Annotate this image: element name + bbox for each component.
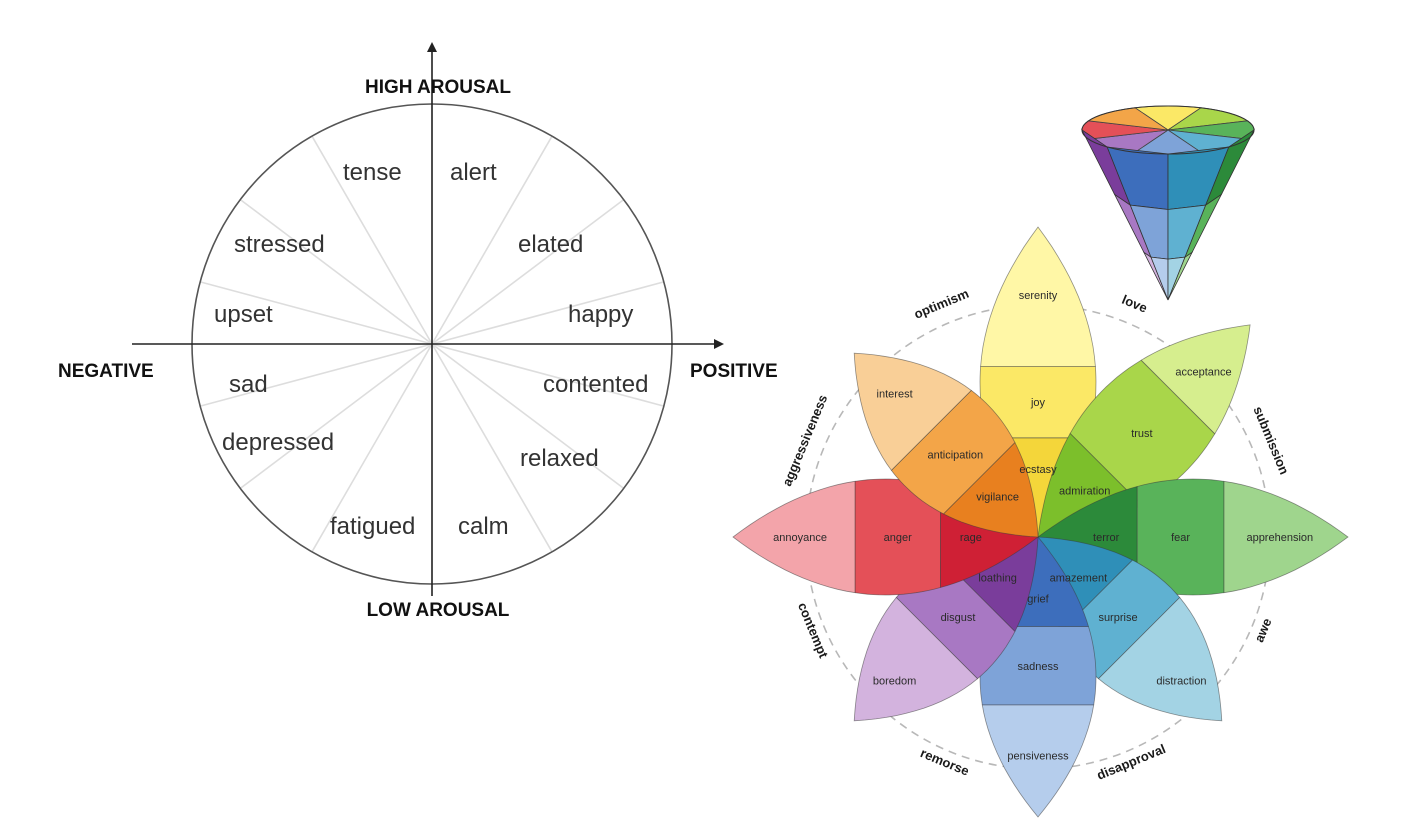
petal-red-layer-3 <box>732 480 856 594</box>
petal-label-red-intense: rage <box>960 532 982 544</box>
sector-line <box>199 343 433 407</box>
wheel-petals <box>732 226 1349 818</box>
axis-label-high-arousal: HIGH AROUSAL <box>365 77 511 98</box>
petal-label-lightgreen-basic: trust <box>1131 428 1152 440</box>
plutchik-wheel: serenity joy ecstasy acceptance trust admirat… <box>732 226 1349 818</box>
emotion-tense: tense <box>343 159 402 186</box>
petal-label-teal-basic: surprise <box>1098 612 1137 624</box>
emotion-happy: happy <box>568 301 633 328</box>
petal-green-layer-3 <box>1223 480 1349 594</box>
emotion-stressed: stressed <box>234 231 325 258</box>
petal-label-teal-mild: distraction <box>1156 675 1206 687</box>
axis-label-positive: POSITIVE <box>690 361 778 382</box>
petal-yellow-layer-3 <box>980 226 1096 367</box>
petal-teal-layer-3 <box>1097 596 1223 722</box>
petal-orange-layer-3 <box>853 352 972 471</box>
sector-line <box>199 281 433 345</box>
petal-label-yellow-basic: joy <box>1030 397 1046 409</box>
emotion-contented: contented <box>543 371 648 398</box>
sector-line <box>431 343 665 407</box>
petal-label-purple-intense: loathing <box>978 572 1017 584</box>
emotion-alert: alert <box>450 159 497 186</box>
petal-label-yellow-mild: serenity <box>1019 290 1058 302</box>
petal-label-red-mild: annoyance <box>773 532 827 544</box>
petal-label-yellow-intense: ecstasy <box>1019 464 1057 476</box>
cone-side-facet <box>1150 256 1169 301</box>
petal-label-red-basic: anger <box>884 532 912 544</box>
circumplex-model: HIGH AROUSAL LOW AROUSAL NEGATIVE POSITI… <box>58 42 778 621</box>
sector-line <box>431 198 625 345</box>
sector-line <box>431 135 553 345</box>
petal-label-orange-mild: interest <box>877 389 913 401</box>
sector-line <box>311 135 433 345</box>
wheel-petal-labels: serenity joy ecstasy acceptance trust admirat… <box>773 290 1313 762</box>
sector-line <box>431 281 665 345</box>
emotion-calm: calm <box>458 513 509 540</box>
petal-label-blue-mild: pensiveness <box>1007 750 1069 762</box>
petal-label-teal-intense: amazement <box>1050 572 1107 584</box>
petal-label-lightgreen-mild: acceptance <box>1175 367 1231 379</box>
petal-label-blue-intense: grief <box>1027 594 1049 606</box>
cone-rim <box>1081 105 1255 155</box>
petal-purple-layer-3 <box>853 596 979 722</box>
sector-line <box>239 343 433 490</box>
emotion-depressed: depressed <box>222 429 334 456</box>
petal-lightgreen-layer-3 <box>1140 324 1251 435</box>
petal-label-blue-basic: sadness <box>1018 661 1059 673</box>
emotion-sad: sad <box>229 371 268 398</box>
petal-label-purple-basic: disgust <box>941 612 976 624</box>
dyad-label-remorse: remorse <box>918 745 971 778</box>
plutchik-cone <box>1080 105 1256 301</box>
petal-blue-layer-3 <box>981 704 1095 818</box>
dyad-label-submission: submission <box>1251 404 1293 477</box>
petal-label-green-basic: fear <box>1171 532 1190 544</box>
sector-line <box>431 343 625 490</box>
petal-label-orange-basic: anticipation <box>927 449 983 461</box>
sector-line <box>311 343 433 553</box>
petal-label-green-intense: terror <box>1093 532 1120 544</box>
emotion-relaxed: relaxed <box>520 445 599 472</box>
dyad-label-love: love <box>1120 292 1150 316</box>
circumplex-sector-lines <box>199 135 665 553</box>
dyad-label-aggressiveness: aggressiveness <box>779 392 830 488</box>
dyad-label-optimism: optimism <box>912 286 971 322</box>
petal-label-lightgreen-intense: admiration <box>1059 485 1110 497</box>
petal-label-orange-intense: vigilance <box>976 492 1019 504</box>
dyad-label-disapproval: disapproval <box>1095 741 1168 783</box>
sector-line <box>431 343 553 553</box>
emotion-fatigued: fatigued <box>330 513 415 540</box>
emotion-elated: elated <box>518 231 583 258</box>
cone-side-facet <box>1167 251 1194 301</box>
axis-label-low-arousal: LOW AROUSAL <box>367 600 510 621</box>
sector-line <box>239 198 433 345</box>
emotion-upset: upset <box>214 301 273 328</box>
axis-label-negative: NEGATIVE <box>58 361 154 382</box>
petal-label-purple-mild: boredom <box>873 675 916 687</box>
petal-label-green-mild: apprehension <box>1246 532 1313 544</box>
